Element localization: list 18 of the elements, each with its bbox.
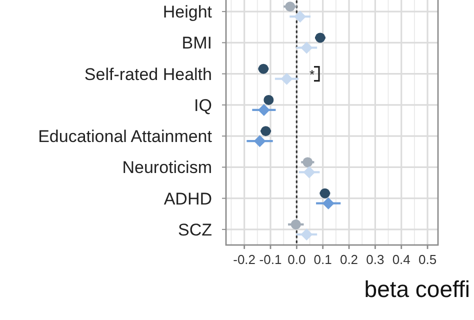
x-axis-title: beta coeffi	[364, 276, 470, 302]
x-tick-label: 0.5	[418, 252, 437, 267]
x-tick-label: 0.4	[392, 252, 410, 267]
y-tick-label: Self-rated Health	[84, 64, 212, 84]
y-tick-label: Height	[162, 2, 212, 22]
x-tick-label: 0.0	[288, 252, 306, 267]
x-tick-label: 0.3	[366, 252, 384, 267]
y-tick-label: BMI	[182, 34, 212, 53]
x-tick-label: -0.1	[259, 252, 282, 267]
y-tick-label: Neuroticism	[122, 158, 212, 178]
y-tick-label: SCZ	[178, 220, 212, 240]
y-tick-label: Educational Attainment	[38, 127, 212, 146]
x-tick-label: 0.1	[314, 252, 332, 267]
annotation: *	[309, 66, 315, 82]
x-tick-label: 0.2	[340, 252, 358, 267]
x-tick-label: -0.2	[233, 252, 256, 267]
y-tick-label: IQ	[194, 96, 212, 115]
y-tick-label: ADHD	[164, 189, 212, 208]
